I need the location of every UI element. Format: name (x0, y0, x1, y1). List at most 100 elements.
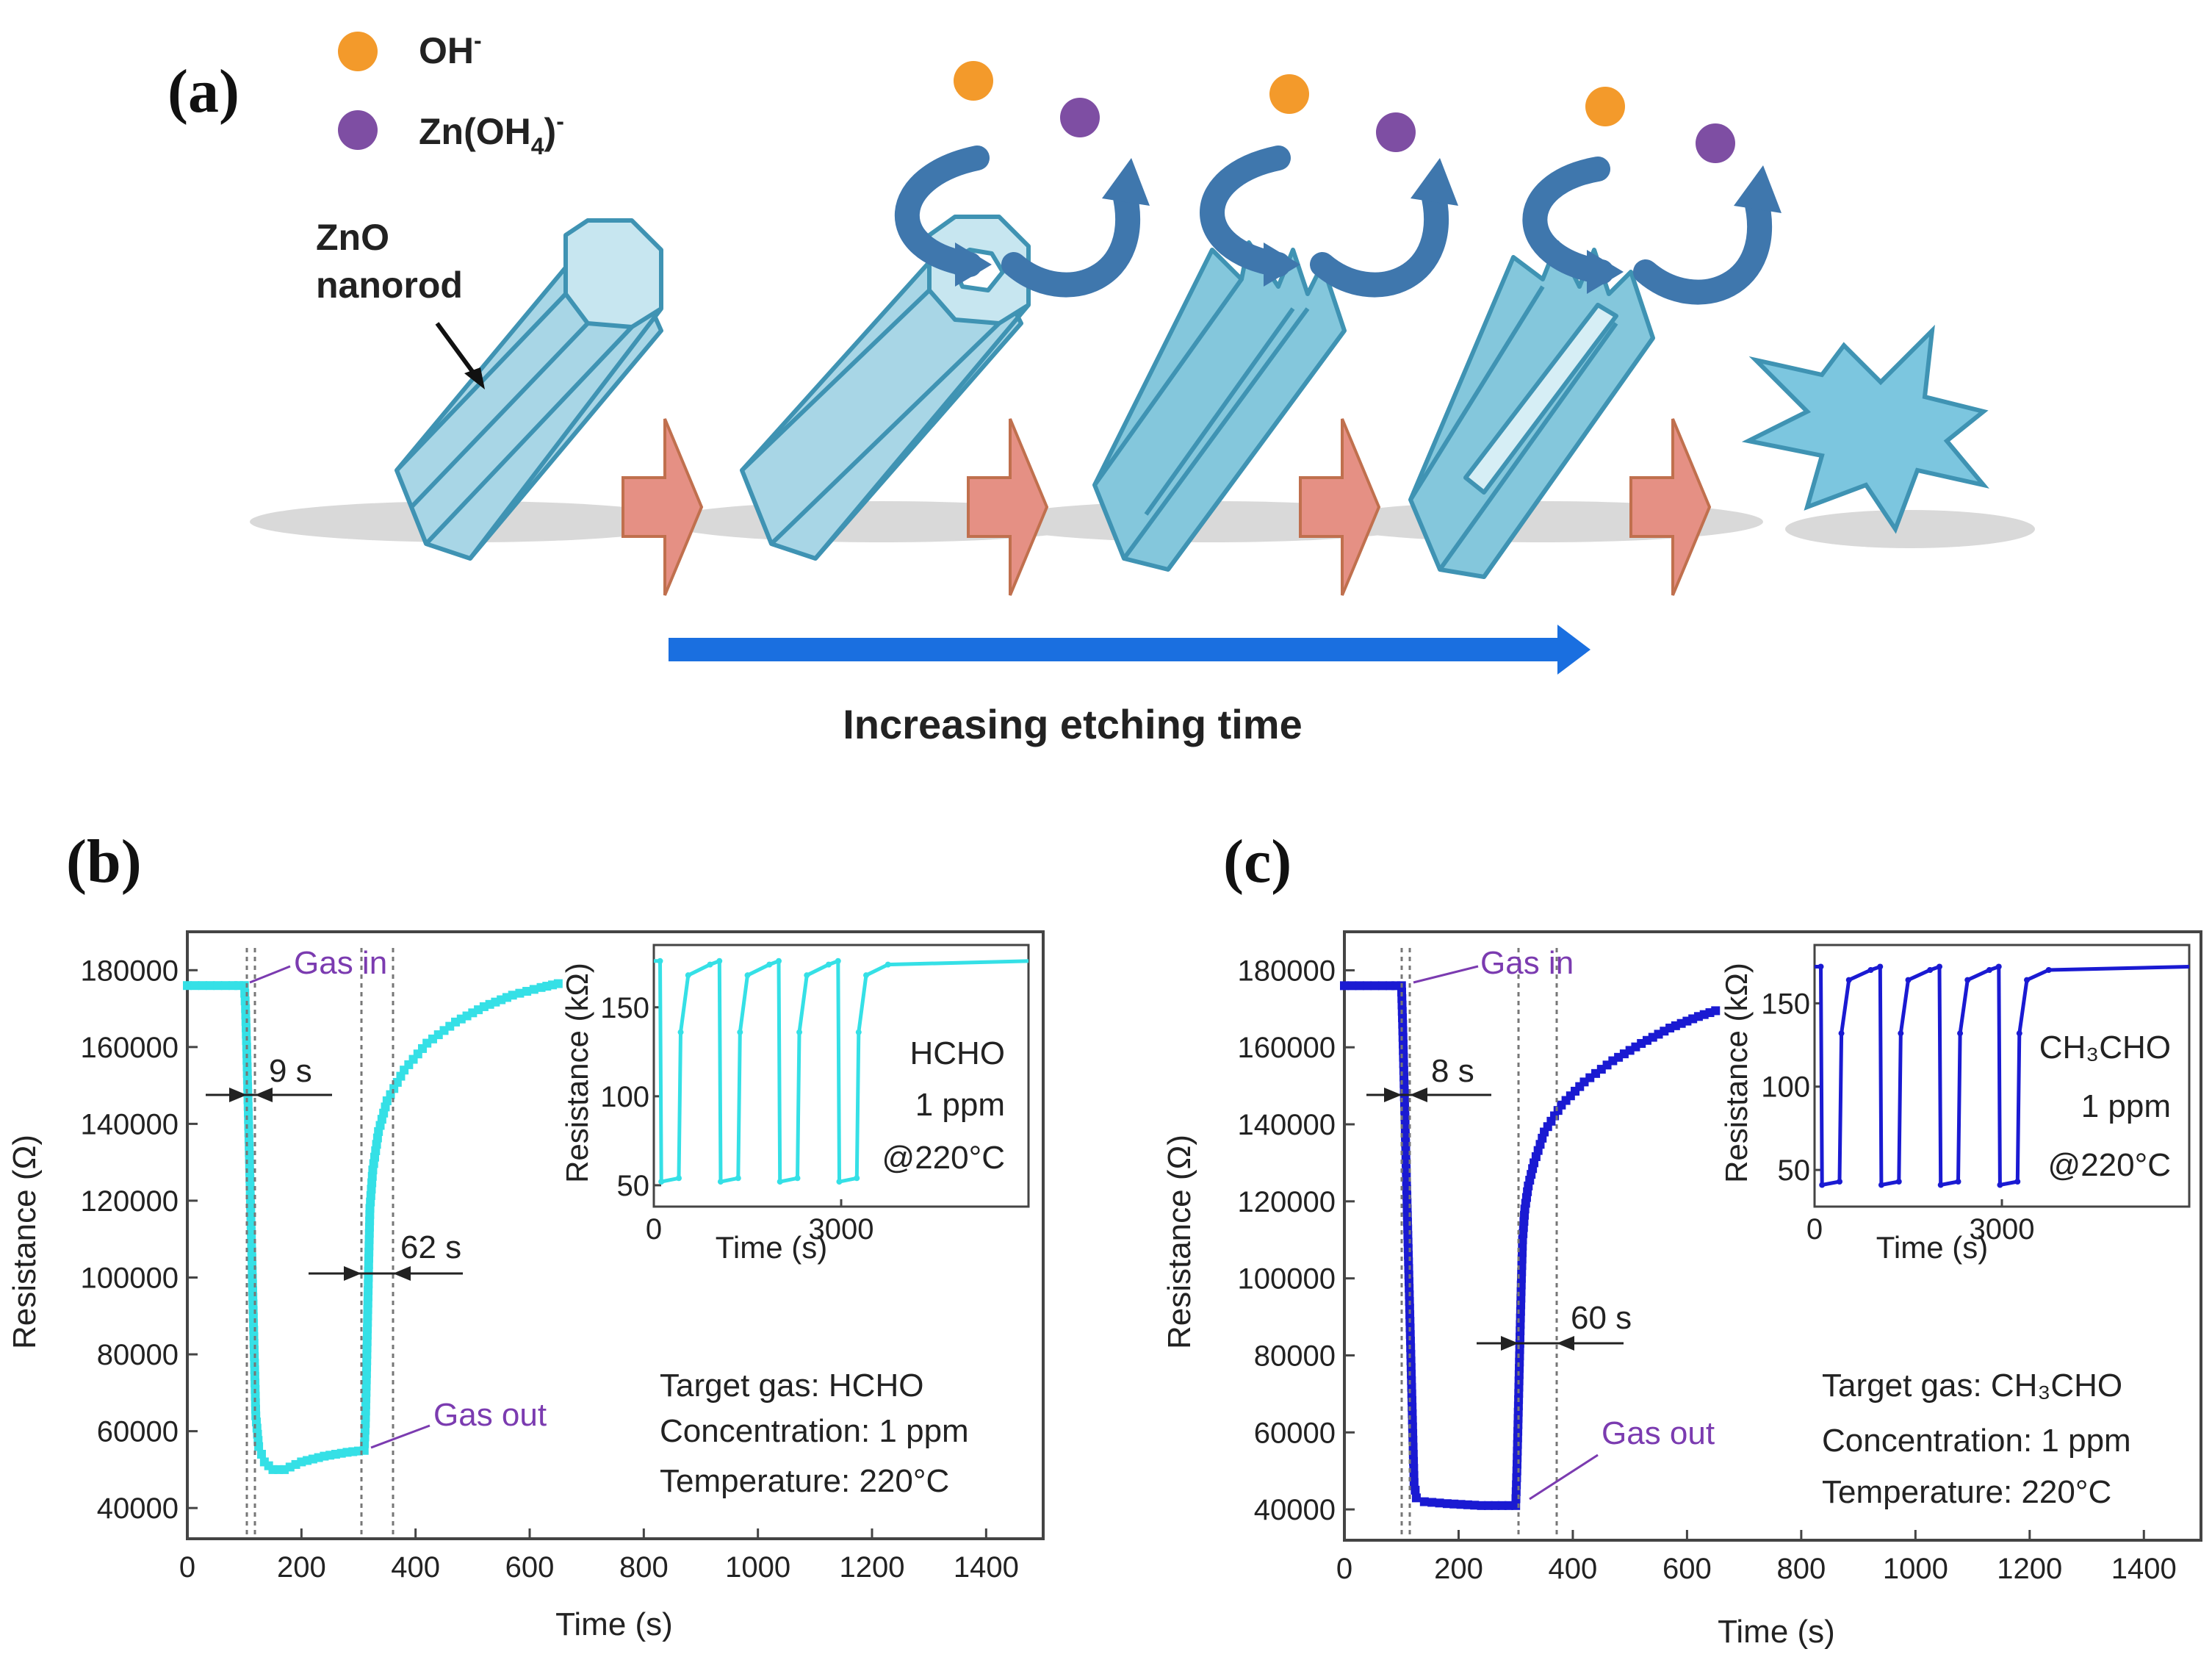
inset-point (854, 1175, 860, 1182)
data-point (360, 1432, 370, 1442)
data-point (198, 981, 207, 991)
inset-point (2024, 977, 2030, 983)
data-point (522, 987, 532, 996)
x-tick-label: 1200 (840, 1551, 905, 1584)
data-point (1456, 1500, 1466, 1509)
gas-out-label: Gas out (1602, 1415, 1715, 1451)
panel-c: (c) 0 200 400 600 800 1000 1200 140040000600008… (1161, 827, 2202, 1650)
annotations-c: 8 s 60 s Gas in Gas out Target gas: CH₃C… (1366, 945, 2131, 1536)
x-tick-label: 600 (1662, 1553, 1712, 1585)
gas-out-pointer (1529, 1454, 1599, 1501)
gas-out-label: Gas out (433, 1397, 547, 1433)
y-tick-label: 100000 (1238, 1263, 1336, 1296)
inset-point (1838, 1030, 1845, 1037)
x-tick-label: 800 (619, 1551, 669, 1584)
x-tick-label: 200 (1434, 1553, 1483, 1585)
zno-label: ZnO nanorod (316, 217, 463, 306)
data-point (1409, 1456, 1419, 1466)
etch-cycle-3 (1522, 87, 1782, 305)
panel-b: (b) 0 200 400 600 800 1000 1200 140040000600008… (7, 827, 1045, 1642)
y-tick-label: 60000 (97, 1416, 179, 1448)
zincate-ion-icon (1696, 123, 1735, 163)
zno-nanorod-split (1408, 240, 1655, 579)
panel-a-label: (a) (167, 57, 239, 126)
data-point (1463, 1500, 1472, 1509)
inset-point (1957, 1030, 1964, 1037)
x-tick-label: 400 (391, 1551, 440, 1584)
panel-c-label: (c) (1223, 827, 1291, 896)
inset-point (735, 1175, 741, 1182)
pointer-arrowhead (464, 367, 485, 389)
step-arrow-2 (967, 418, 1049, 596)
data-point (1411, 1485, 1420, 1495)
info-temperature: Temperature: 220°C (660, 1463, 949, 1499)
y-tick-label: 120000 (81, 1185, 179, 1218)
inset-point (776, 957, 782, 964)
inset-point (796, 1029, 803, 1035)
inset-x-tick-label: 0 (646, 1213, 662, 1246)
inset-point (855, 1029, 862, 1035)
inset-y-tick-label: 150 (1761, 988, 1810, 1020)
inset-point (1964, 977, 1971, 983)
inset-y-tick-label: 100 (600, 1081, 649, 1113)
data-point (1504, 1501, 1513, 1510)
inset-y-title-c: Resistance (kΩ) (1719, 963, 1754, 1183)
y-tick-label: 80000 (97, 1339, 179, 1371)
data-point (1355, 981, 1364, 991)
etching-time-label: Increasing etching time (843, 701, 1303, 747)
y-tick-label: 180000 (81, 955, 179, 987)
oh-ion-icon (338, 32, 378, 71)
step-arrow-4 (1629, 418, 1712, 596)
plot-frame-b (186, 930, 1045, 1540)
data-point (256, 1449, 266, 1459)
x-tick-label: 400 (1549, 1553, 1598, 1585)
etching-time-arrowhead (1557, 625, 1590, 675)
y-tick-label: 40000 (97, 1492, 179, 1525)
inset-point (685, 972, 691, 979)
inset-point (1986, 967, 1992, 974)
inset-point (2045, 967, 2052, 974)
y-tick-label: 180000 (1238, 955, 1336, 987)
data-point (190, 981, 200, 991)
inset-series-c (1815, 963, 2190, 1188)
inset-ticks-b: 0 3000 50 100 150 (600, 992, 873, 1246)
data-point (508, 991, 517, 1000)
data-point (213, 981, 223, 991)
x-tick-label: 1000 (725, 1551, 790, 1584)
axis-ticks-b: 0 200 400 600 800 1000 1200 1400400006000080000… (81, 955, 1019, 1584)
y-tick-label: 60000 (1254, 1417, 1336, 1449)
data-point (1347, 981, 1357, 991)
gas-out-pointer (370, 1424, 430, 1449)
recovery-time-label: 62 s (400, 1229, 461, 1265)
data-point (553, 979, 563, 988)
data-point (1370, 981, 1380, 991)
inset-point (1877, 963, 1884, 970)
inset-point (1878, 1182, 1884, 1188)
inset-point (863, 972, 869, 979)
step-arrow-1 (622, 418, 704, 596)
data-point (1408, 1449, 1418, 1459)
inset-point (835, 957, 841, 964)
data-point (183, 981, 192, 991)
data-point (1491, 1501, 1500, 1510)
oh-ion-icon (1269, 74, 1309, 114)
etch-cycle-2 (1200, 74, 1458, 298)
inset-x-tick-label: 0 (1806, 1213, 1823, 1246)
y-tick-label: 80000 (1254, 1340, 1336, 1372)
inset-conc-label: 1 ppm (915, 1087, 1005, 1123)
inset-point (1937, 1182, 1944, 1188)
inset-x-tick-label: 3000 (809, 1213, 874, 1246)
x-tick-label: 200 (277, 1551, 326, 1584)
panel-a: (a) OH- Zn(OH4)- ZnO nanorod (167, 27, 2035, 747)
inset-point (1819, 1182, 1826, 1188)
inset-point (1817, 963, 1824, 970)
data-point (375, 1121, 385, 1130)
data-point (367, 1171, 377, 1181)
y-tick-label: 160000 (81, 1032, 179, 1064)
inset-temp-label: @220°C (882, 1140, 1005, 1176)
oh-ion-icon (954, 61, 993, 101)
y-tick-label: 100000 (81, 1262, 179, 1295)
data-point (220, 981, 230, 991)
inset-point (804, 972, 810, 979)
data-point (1409, 1470, 1419, 1480)
